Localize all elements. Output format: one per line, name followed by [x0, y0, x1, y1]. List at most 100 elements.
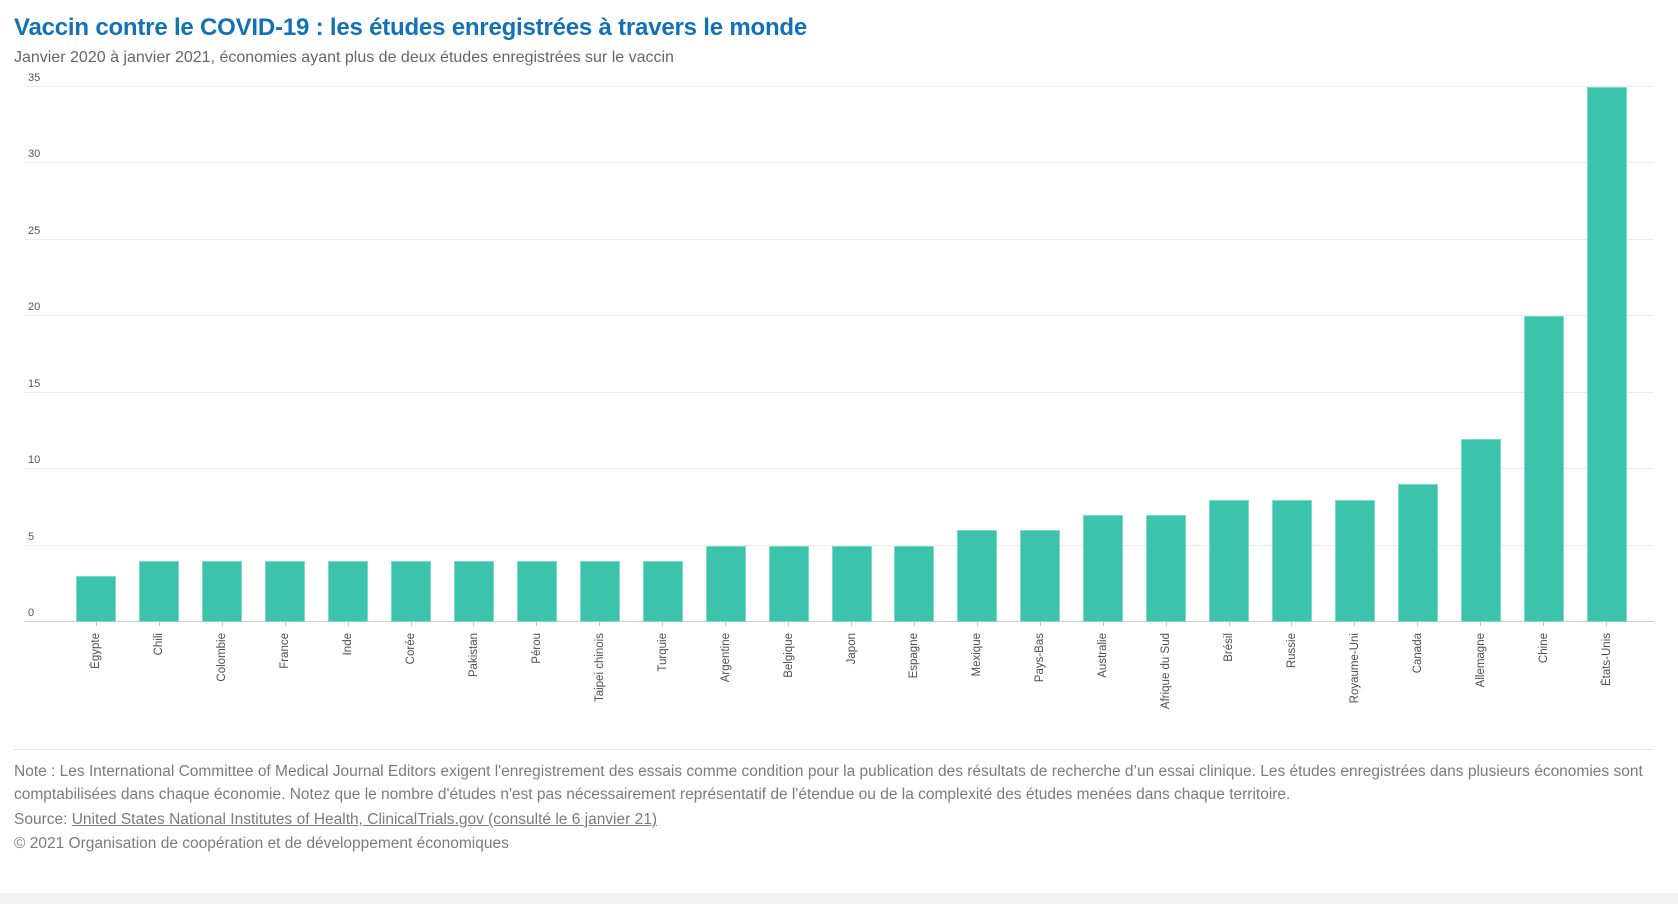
bar-slot	[128, 87, 191, 622]
x-tick-mark	[913, 622, 915, 626]
bar-slot	[1009, 87, 1072, 622]
bar-Allemagne[interactable]	[1460, 438, 1501, 622]
bar-slot	[1198, 87, 1261, 622]
x-axis-label: Pérou	[530, 633, 543, 664]
bar-slot	[505, 87, 568, 622]
bar-Chili[interactable]	[139, 560, 180, 622]
x-axis-label: Taipei chinois	[593, 633, 606, 703]
bar-Corée[interactable]	[391, 560, 432, 622]
bar-Japon[interactable]	[831, 545, 872, 622]
bar-Canada[interactable]	[1397, 484, 1438, 622]
bar-slot	[65, 87, 128, 622]
bar-slot	[1135, 87, 1198, 622]
bar-Argentine[interactable]	[705, 545, 746, 622]
chart-x-axis: Égypte Chili Colombie France Inde Corée Pakist…	[65, 622, 1638, 709]
x-axis-label: Australie	[1097, 633, 1110, 678]
footer: Note : Les International Committee of Me…	[14, 749, 1654, 856]
x-tick-mark	[1354, 622, 1356, 626]
x-axis-slot: Chine	[1512, 622, 1575, 709]
bar-Chine[interactable]	[1523, 316, 1564, 622]
bar-Colombie[interactable]	[202, 560, 243, 622]
gridline-y-30: 30	[25, 148, 1654, 164]
bar-Russie[interactable]	[1271, 499, 1312, 622]
bar-Égypte[interactable]	[76, 576, 117, 622]
bar-slot	[1072, 87, 1135, 622]
x-tick-mark	[95, 622, 97, 626]
x-tick-mark	[347, 622, 349, 626]
x-tick-mark	[536, 622, 538, 626]
x-axis-label: Égypte	[90, 633, 103, 669]
y-tick-label: 0	[28, 607, 35, 619]
bar-slot	[1449, 87, 1512, 622]
bar-Inde[interactable]	[328, 560, 369, 622]
x-axis-slot: Inde	[317, 622, 380, 709]
source-label: Source:	[14, 810, 68, 828]
bar-Pays-Bas[interactable]	[1020, 530, 1061, 622]
x-axis-slot: Pakistan	[443, 622, 506, 709]
bar-Belgique[interactable]	[768, 545, 809, 622]
x-tick-mark	[221, 622, 223, 626]
x-tick-mark	[851, 622, 853, 626]
gridline-y-10: 10	[25, 454, 1654, 470]
bar-slot	[568, 87, 631, 622]
bar-Taipei chinois[interactable]	[579, 560, 620, 622]
bar-Turquie[interactable]	[642, 560, 683, 622]
copyright-text: © 2021 Organisation de coopération et de…	[14, 835, 509, 853]
x-axis-slot: Japon	[820, 622, 883, 709]
x-axis-label: Pakistan	[467, 633, 480, 678]
x-axis-label: États-Unis	[1600, 633, 1613, 687]
x-axis-slot: Chili	[128, 622, 191, 709]
bar-États-Unis[interactable]	[1586, 87, 1627, 622]
bar-Pérou[interactable]	[516, 560, 557, 622]
x-axis-slot: Australie	[1072, 622, 1135, 709]
x-axis-slot: Brésil	[1198, 622, 1261, 709]
gridline-y-5: 5	[25, 531, 1654, 546]
page-subtitle: Janvier 2020 à janvier 2021, économies a…	[14, 49, 674, 66]
bar-Australie[interactable]	[1083, 515, 1124, 622]
bar-slot	[820, 87, 883, 622]
page-title: Vaccin contre le COVID-19 : les études e…	[14, 14, 808, 41]
x-axis-label: Inde	[342, 633, 355, 656]
x-axis-label: Royaume-Uni	[1348, 633, 1361, 704]
chart-note: Note : Les International Committee of Me…	[14, 763, 1643, 804]
source-line: Source: United States National Institute…	[14, 809, 1644, 831]
x-axis-slot: Égypte	[65, 622, 128, 709]
bar-Afrique du Sud[interactable]	[1146, 515, 1187, 622]
x-axis-label: Turquie	[656, 633, 669, 672]
x-tick-mark	[1480, 622, 1482, 626]
bar-slot	[694, 87, 757, 622]
bar-slot	[1512, 87, 1575, 622]
x-tick-mark	[410, 622, 412, 626]
x-axis-slot: Taipei chinois	[568, 622, 631, 709]
y-tick-label: 5	[28, 530, 35, 543]
bars-container	[65, 87, 1638, 622]
x-tick-mark	[158, 622, 160, 626]
x-axis-label: Allemagne	[1474, 633, 1487, 688]
bar-slot	[1575, 87, 1638, 622]
x-axis-slot: Canada	[1386, 622, 1449, 709]
bar-Mexique[interactable]	[957, 530, 998, 622]
bar-Royaume-Uni[interactable]	[1334, 499, 1375, 622]
bar-slot	[380, 87, 443, 622]
bar-slot	[631, 87, 694, 622]
bar-Espagne[interactable]	[894, 545, 935, 622]
x-axis-label: Japon	[845, 633, 858, 665]
y-tick-label: 15	[28, 377, 41, 390]
y-tick-label: 10	[28, 454, 41, 467]
y-tick-label: 30	[28, 148, 41, 161]
bar-slot	[1386, 87, 1449, 622]
gridline-y-25: 25	[25, 225, 1654, 240]
bar-slot	[883, 87, 946, 622]
gridline-y-15: 15	[25, 378, 1654, 393]
bar-Brésil[interactable]	[1209, 499, 1250, 622]
bar-Pakistan[interactable]	[453, 560, 494, 622]
x-tick-mark	[1165, 622, 1167, 626]
x-axis-slot: Turquie	[631, 622, 694, 709]
source-link[interactable]: United States National Institutes of Hea…	[71, 810, 657, 828]
x-tick-mark	[284, 622, 286, 626]
bar-France[interactable]	[265, 560, 306, 622]
bar-slot	[443, 87, 506, 622]
x-axis-label: Russie	[1285, 633, 1298, 669]
bar-slot	[254, 87, 317, 622]
x-tick-mark	[1228, 622, 1230, 626]
